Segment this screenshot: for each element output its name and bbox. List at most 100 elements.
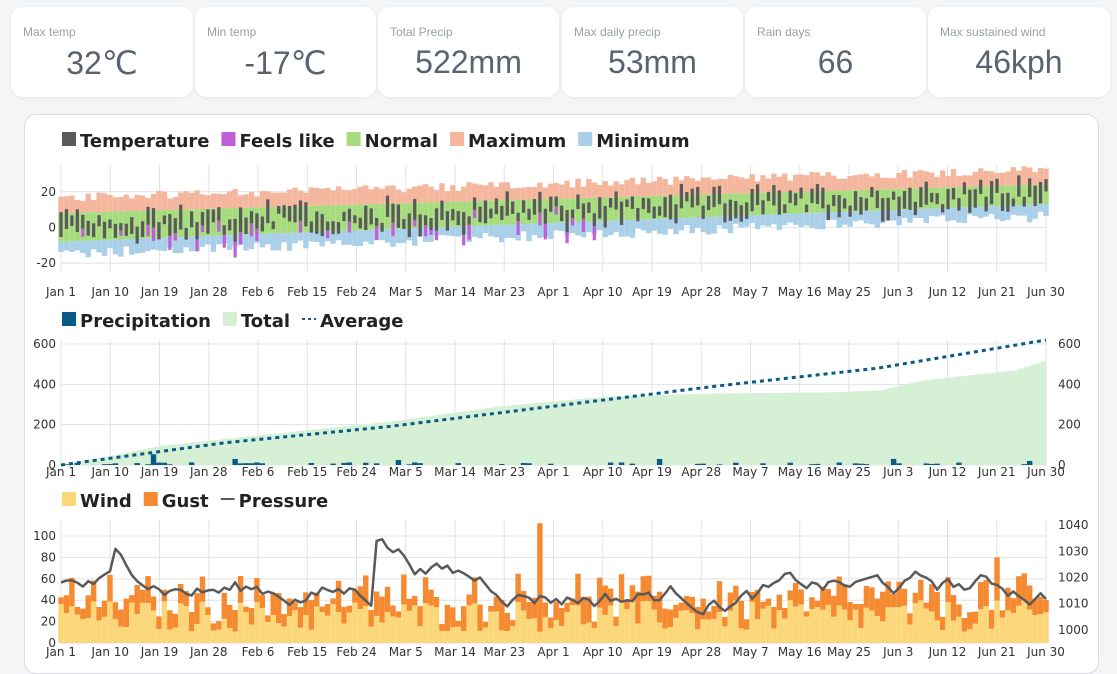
wind-bar	[684, 610, 690, 643]
wind-bar	[216, 629, 222, 643]
minimum-bar	[504, 224, 510, 238]
maximum-bar	[542, 187, 549, 200]
gust-bar	[379, 596, 385, 623]
x-tick-label: Apr 28	[681, 465, 721, 479]
temperature-bar	[494, 198, 498, 215]
minimum-bar	[705, 217, 712, 235]
wind-bar	[520, 610, 527, 643]
temperature-bar	[516, 212, 520, 222]
temperature-bar	[385, 195, 390, 217]
minimum-bar	[531, 223, 538, 236]
minimum-bar	[319, 231, 325, 247]
minimum-bar	[129, 238, 135, 255]
wind-bar	[635, 623, 641, 643]
maximum-bar	[335, 186, 342, 206]
precip-bar	[716, 464, 723, 465]
wind-bars	[58, 523, 1049, 643]
wind-bar	[504, 631, 510, 643]
normal-bar	[183, 209, 189, 237]
temperature-bar	[549, 196, 553, 212]
wind-bar	[341, 623, 347, 643]
wind-bar	[591, 627, 598, 643]
normal-bar	[695, 194, 701, 218]
temperature-bar	[173, 218, 177, 233]
x-tick-label: Mar 5	[389, 645, 423, 659]
feels-like-bar	[347, 221, 352, 233]
wind-bar	[912, 603, 919, 643]
maximum-bar	[553, 182, 559, 199]
precip-bar	[145, 464, 151, 465]
maximum-bar	[1021, 166, 1027, 186]
wind-bar	[145, 603, 151, 643]
temperature-bar	[690, 188, 694, 208]
wind-bar	[809, 608, 815, 643]
maximum-bar	[939, 170, 946, 188]
gust-bar	[444, 604, 451, 632]
temperature-bar	[581, 203, 586, 219]
temperature-bar	[157, 222, 161, 240]
gust-bar	[341, 606, 347, 624]
maximum-bar	[738, 177, 744, 194]
precip-bar	[237, 463, 244, 465]
maximum-bar	[357, 186, 364, 205]
legend-swatch	[578, 132, 593, 146]
x-tick-label: Feb 24	[336, 645, 376, 659]
minimum-bar	[1043, 204, 1049, 216]
wind-bar	[852, 609, 859, 643]
normal-bar	[357, 204, 364, 231]
feels-like-bar	[81, 228, 85, 237]
wind-bar	[749, 601, 755, 643]
normal-bar	[373, 204, 380, 230]
wind-bar	[444, 631, 451, 643]
maximum-bar	[341, 189, 347, 205]
minimum-bar	[259, 234, 266, 248]
wind-bar	[580, 624, 587, 643]
temperature-bar	[271, 221, 275, 230]
feels-like-bar	[151, 227, 156, 241]
gust-bar	[716, 581, 723, 613]
x-tick-label: Jan 10	[90, 645, 129, 659]
temperature-bar	[554, 196, 558, 207]
minimum-bar	[395, 228, 402, 244]
minimum-bar	[929, 208, 935, 217]
gust-bar	[412, 595, 418, 606]
wind-bar	[629, 600, 636, 643]
temperature-bar	[195, 222, 199, 240]
minimum-bar	[1021, 205, 1027, 216]
precip-bar	[346, 462, 353, 465]
gust-bar	[297, 607, 304, 628]
temperature-bar	[652, 206, 656, 219]
x-tick-label: Apr 1	[537, 285, 569, 299]
precip-bar	[695, 463, 701, 465]
temperature-bar	[924, 181, 928, 205]
maximum-bar	[96, 192, 102, 213]
gust-bar	[999, 610, 1006, 618]
maximum-bar	[417, 185, 423, 203]
wind-bar	[112, 619, 119, 643]
temperature-bar	[848, 205, 852, 217]
wind-bar	[575, 605, 581, 643]
temperature-bar	[184, 227, 188, 240]
wind-bar	[896, 606, 902, 643]
temperature-bar	[266, 199, 270, 224]
temperature-bar	[1044, 179, 1048, 192]
maximum-bar	[776, 176, 783, 193]
minimum-bar	[286, 232, 293, 251]
maximum-bar	[281, 192, 287, 207]
precip-bar	[656, 458, 663, 465]
precip-bar	[455, 463, 461, 465]
minimum-bar	[112, 239, 119, 255]
feels-like-bar	[168, 235, 172, 250]
temperature-bar	[228, 219, 232, 231]
gust-bar	[711, 606, 717, 619]
stat-label: Max sustained wind	[940, 25, 1046, 39]
x-tick-label: Jun 12	[928, 285, 967, 299]
precip-bar	[363, 462, 369, 465]
minimum-bar	[977, 206, 984, 219]
minimum-bar	[983, 206, 989, 217]
gust-bar	[90, 580, 97, 602]
y-tick-label: 0	[48, 220, 56, 234]
legend-label: Normal	[365, 131, 438, 152]
minimum-bar	[123, 239, 130, 247]
maximum-bar	[929, 172, 935, 188]
